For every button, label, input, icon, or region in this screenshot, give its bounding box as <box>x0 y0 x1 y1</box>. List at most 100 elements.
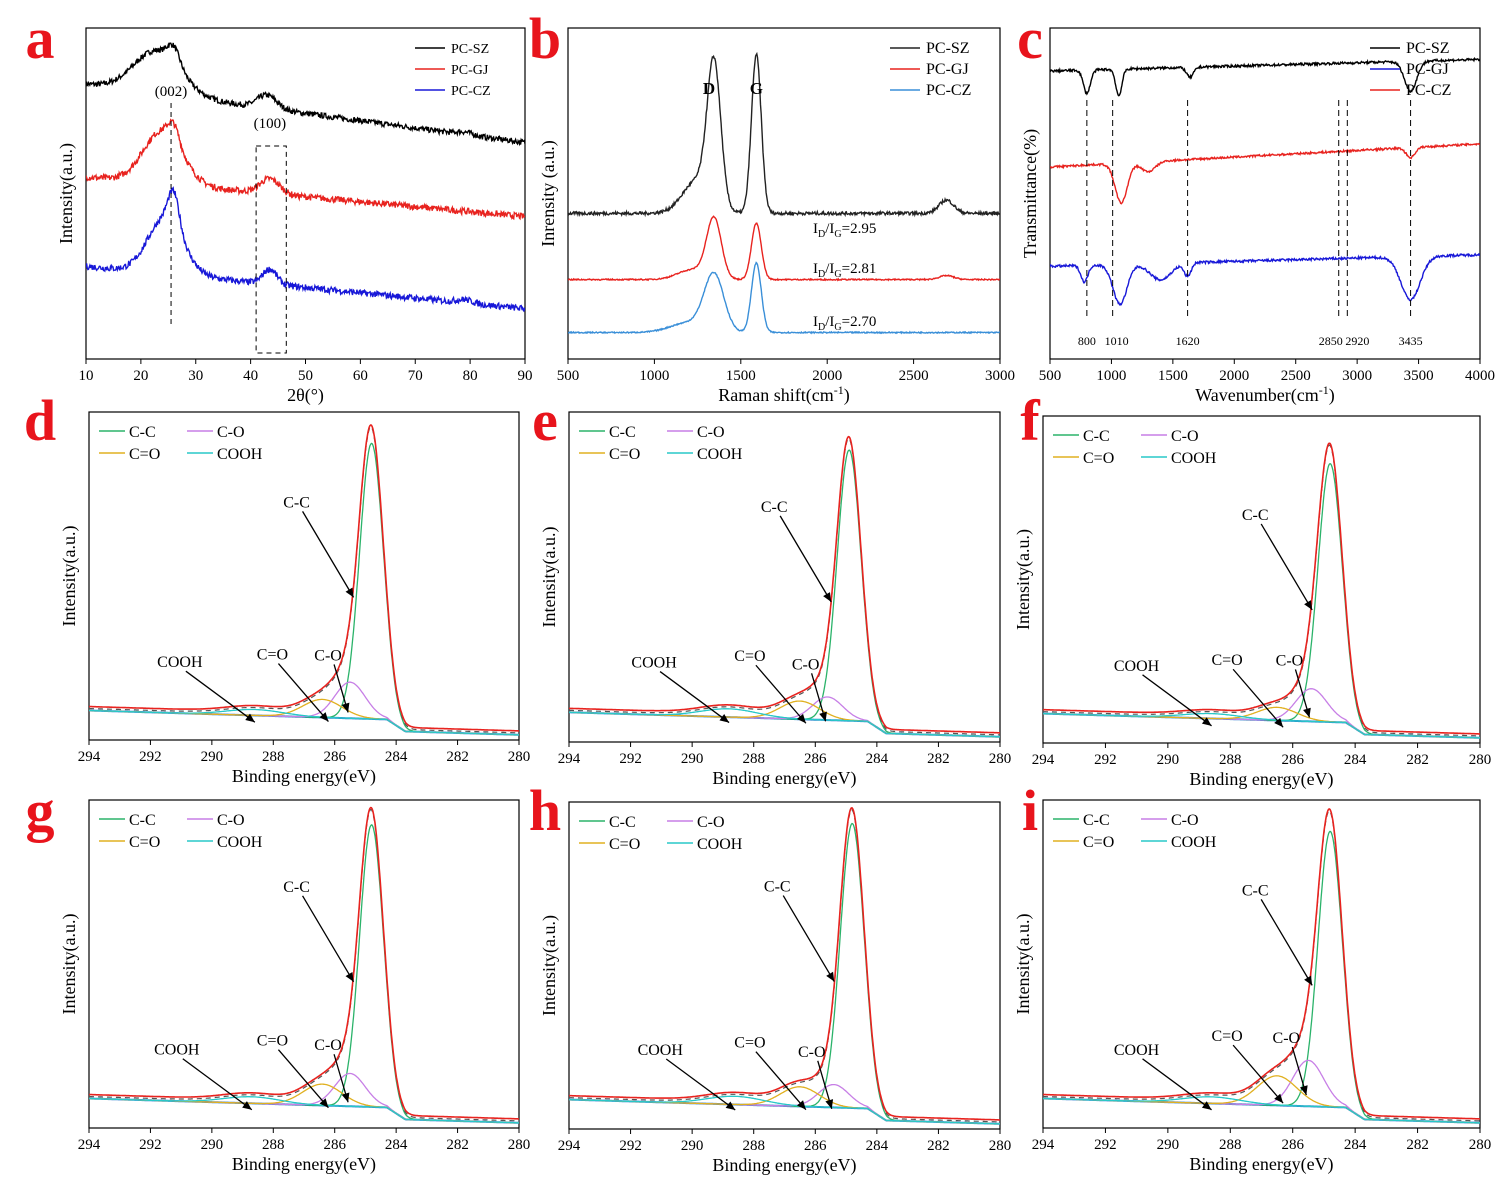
component-curve-i-C-O <box>1043 1059 1480 1124</box>
x-tick-label-g: 284 <box>385 1137 408 1153</box>
legend-label-d: C=O <box>129 446 160 463</box>
panel-i: i 294 292 290 288 286 284 282 280 Binding energy(… <box>1013 778 1491 1175</box>
legend-label-h: COOH <box>697 836 743 853</box>
envelope-i <box>1043 807 1480 1120</box>
ratio-label-b: ID/IG=2.70 <box>813 314 876 333</box>
annotation-arrow-e <box>755 664 807 724</box>
arrow-head-h <box>725 1101 736 1111</box>
x-tick-label-c: 3000 <box>1342 368 1372 384</box>
legend-label-h: C-O <box>697 814 725 831</box>
legend-label-e: C=O <box>609 446 640 463</box>
arrow-head-i <box>1304 975 1313 986</box>
x-tick-label-f: 284 <box>1344 752 1367 768</box>
arrow-head-f <box>1274 717 1284 728</box>
x-tick-label-c: 500 <box>1039 368 1062 384</box>
arrow-head-d <box>319 712 329 722</box>
x-tick-label-f: 292 <box>1094 752 1117 768</box>
x-tick-label-d: 286 <box>323 749 346 765</box>
x-tick-label-d: 290 <box>201 749 224 765</box>
x-tick-label-i: 294 <box>1032 1137 1055 1153</box>
peak-annotation-e: C-C <box>761 499 788 516</box>
legend-label-i: COOH <box>1171 834 1217 851</box>
legend-label-d: COOH <box>217 446 263 463</box>
x-tick-label-f: 280 <box>1469 752 1492 768</box>
raw-data-e <box>569 438 1000 736</box>
ratio-label-b: ID/IG=2.81 <box>813 261 876 280</box>
x-tick-label-h: 280 <box>989 1138 1012 1154</box>
x-tick-label-a: 90 <box>518 368 533 384</box>
component-curve-g-C-C <box>89 824 519 1124</box>
panel-g: g 294 292 290 288 286 284 282 280 Binding energy(… <box>26 778 531 1175</box>
peak-annotation-i: C-C <box>1242 882 1269 899</box>
x-tick-label-c: 4000 <box>1465 368 1495 384</box>
x-tick-label-i: 286 <box>1281 1137 1304 1153</box>
plot-frame-h <box>568 801 1001 1130</box>
panel-label-b: b <box>529 6 561 71</box>
panel-label-f: f <box>1020 388 1040 453</box>
y-axis-label-i: Intensity(a.u.) <box>1013 914 1034 1015</box>
baseline-d <box>89 709 519 736</box>
legend-label-f: C-O <box>1171 428 1199 445</box>
panel-label-d: d <box>24 388 56 453</box>
annotation-arrow-i <box>1260 899 1313 986</box>
component-curve-d-C-C <box>89 442 519 736</box>
band-label-b: G <box>750 79 763 98</box>
peak-annotation-e: C=O <box>734 648 765 665</box>
x-tick-label-i: 290 <box>1157 1137 1180 1153</box>
arrow-head-d <box>341 702 350 713</box>
x-tick-label-i: 292 <box>1094 1137 1117 1153</box>
x-tick-label-a: 50 <box>298 368 313 384</box>
arrow-head-g <box>345 972 354 982</box>
arrow-head-f <box>1303 707 1311 718</box>
x-tick-label-b: 1500 <box>726 368 756 384</box>
x-axis-label-b: Raman shift(cm-1) <box>718 383 849 406</box>
x-axis-label-e: Binding energy(eV) <box>712 768 856 789</box>
band-label-b: D <box>703 79 715 98</box>
y-axis-label-d: Intensity(a.u.) <box>59 526 80 627</box>
x-tick-label-f: 294 <box>1032 752 1055 768</box>
x-tick-label-e: 280 <box>989 751 1012 767</box>
raw-data-g <box>89 808 519 1122</box>
panel-label-c: c <box>1017 6 1043 71</box>
peak-label-c: 2920 <box>1345 334 1369 348</box>
x-tick-label-g: 290 <box>201 1137 224 1153</box>
annotation-arrow-h <box>782 895 835 982</box>
x-tick-label-h: 294 <box>558 1138 581 1154</box>
x-tick-label-c: 2000 <box>1219 368 1249 384</box>
arrow-head-e <box>796 713 806 724</box>
arrow-head-e <box>719 714 730 723</box>
x-axis-label-i: Binding energy(eV) <box>1189 1154 1333 1175</box>
annotation-arrow-d <box>302 511 355 598</box>
legend-label-d: C-C <box>129 424 156 441</box>
peak-annotation-h: C-O <box>798 1044 826 1061</box>
annotation-arrow-d <box>277 663 329 722</box>
x-tick-label-d: 280 <box>508 749 531 765</box>
panel-f: f 294 292 290 288 286 284 282 280 Binding energy(… <box>1013 388 1491 790</box>
x-tick-label-a: 60 <box>353 368 368 384</box>
peak-annotation-d: COOH <box>157 654 203 671</box>
series-line-b-PC-GJ <box>568 215 1000 282</box>
series-line-c-PC-SZ <box>1050 56 1480 97</box>
y-axis-label-a: Intensity(a.u.) <box>56 143 77 244</box>
x-tick-label-d: 284 <box>385 749 408 765</box>
series-line-c-PC-GJ <box>1050 252 1480 307</box>
x-tick-label-f: 282 <box>1406 752 1429 768</box>
peak-annotation-f: C-O <box>1276 652 1304 669</box>
x-axis-label-c: Wavenumber(cm-1) <box>1195 383 1335 406</box>
peak-annotation-i: COOH <box>1114 1042 1160 1059</box>
x-tick-label-h: 292 <box>619 1138 642 1154</box>
x-tick-label-f: 286 <box>1281 752 1304 768</box>
panel-b: b 500 1000 1500 2000 2500 3000 Raman shift(cm-1… <box>529 6 1015 406</box>
x-tick-label-h: 286 <box>804 1138 827 1154</box>
arrow-head-h <box>826 971 835 982</box>
y-axis-label-f: Intensity(a.u.) <box>1013 529 1034 630</box>
component-curve-h-COOH <box>569 1095 1000 1125</box>
plot-frame-d <box>88 411 520 741</box>
arrow-head-h <box>796 1100 806 1110</box>
peak-annotation-d: C=O <box>257 647 288 664</box>
x-tick-label-b: 500 <box>557 368 580 384</box>
x-tick-label-f: 290 <box>1157 752 1180 768</box>
x-tick-label-e: 290 <box>681 751 704 767</box>
plot-frame-i <box>1042 799 1481 1129</box>
peak-annotation-e: COOH <box>631 655 677 672</box>
